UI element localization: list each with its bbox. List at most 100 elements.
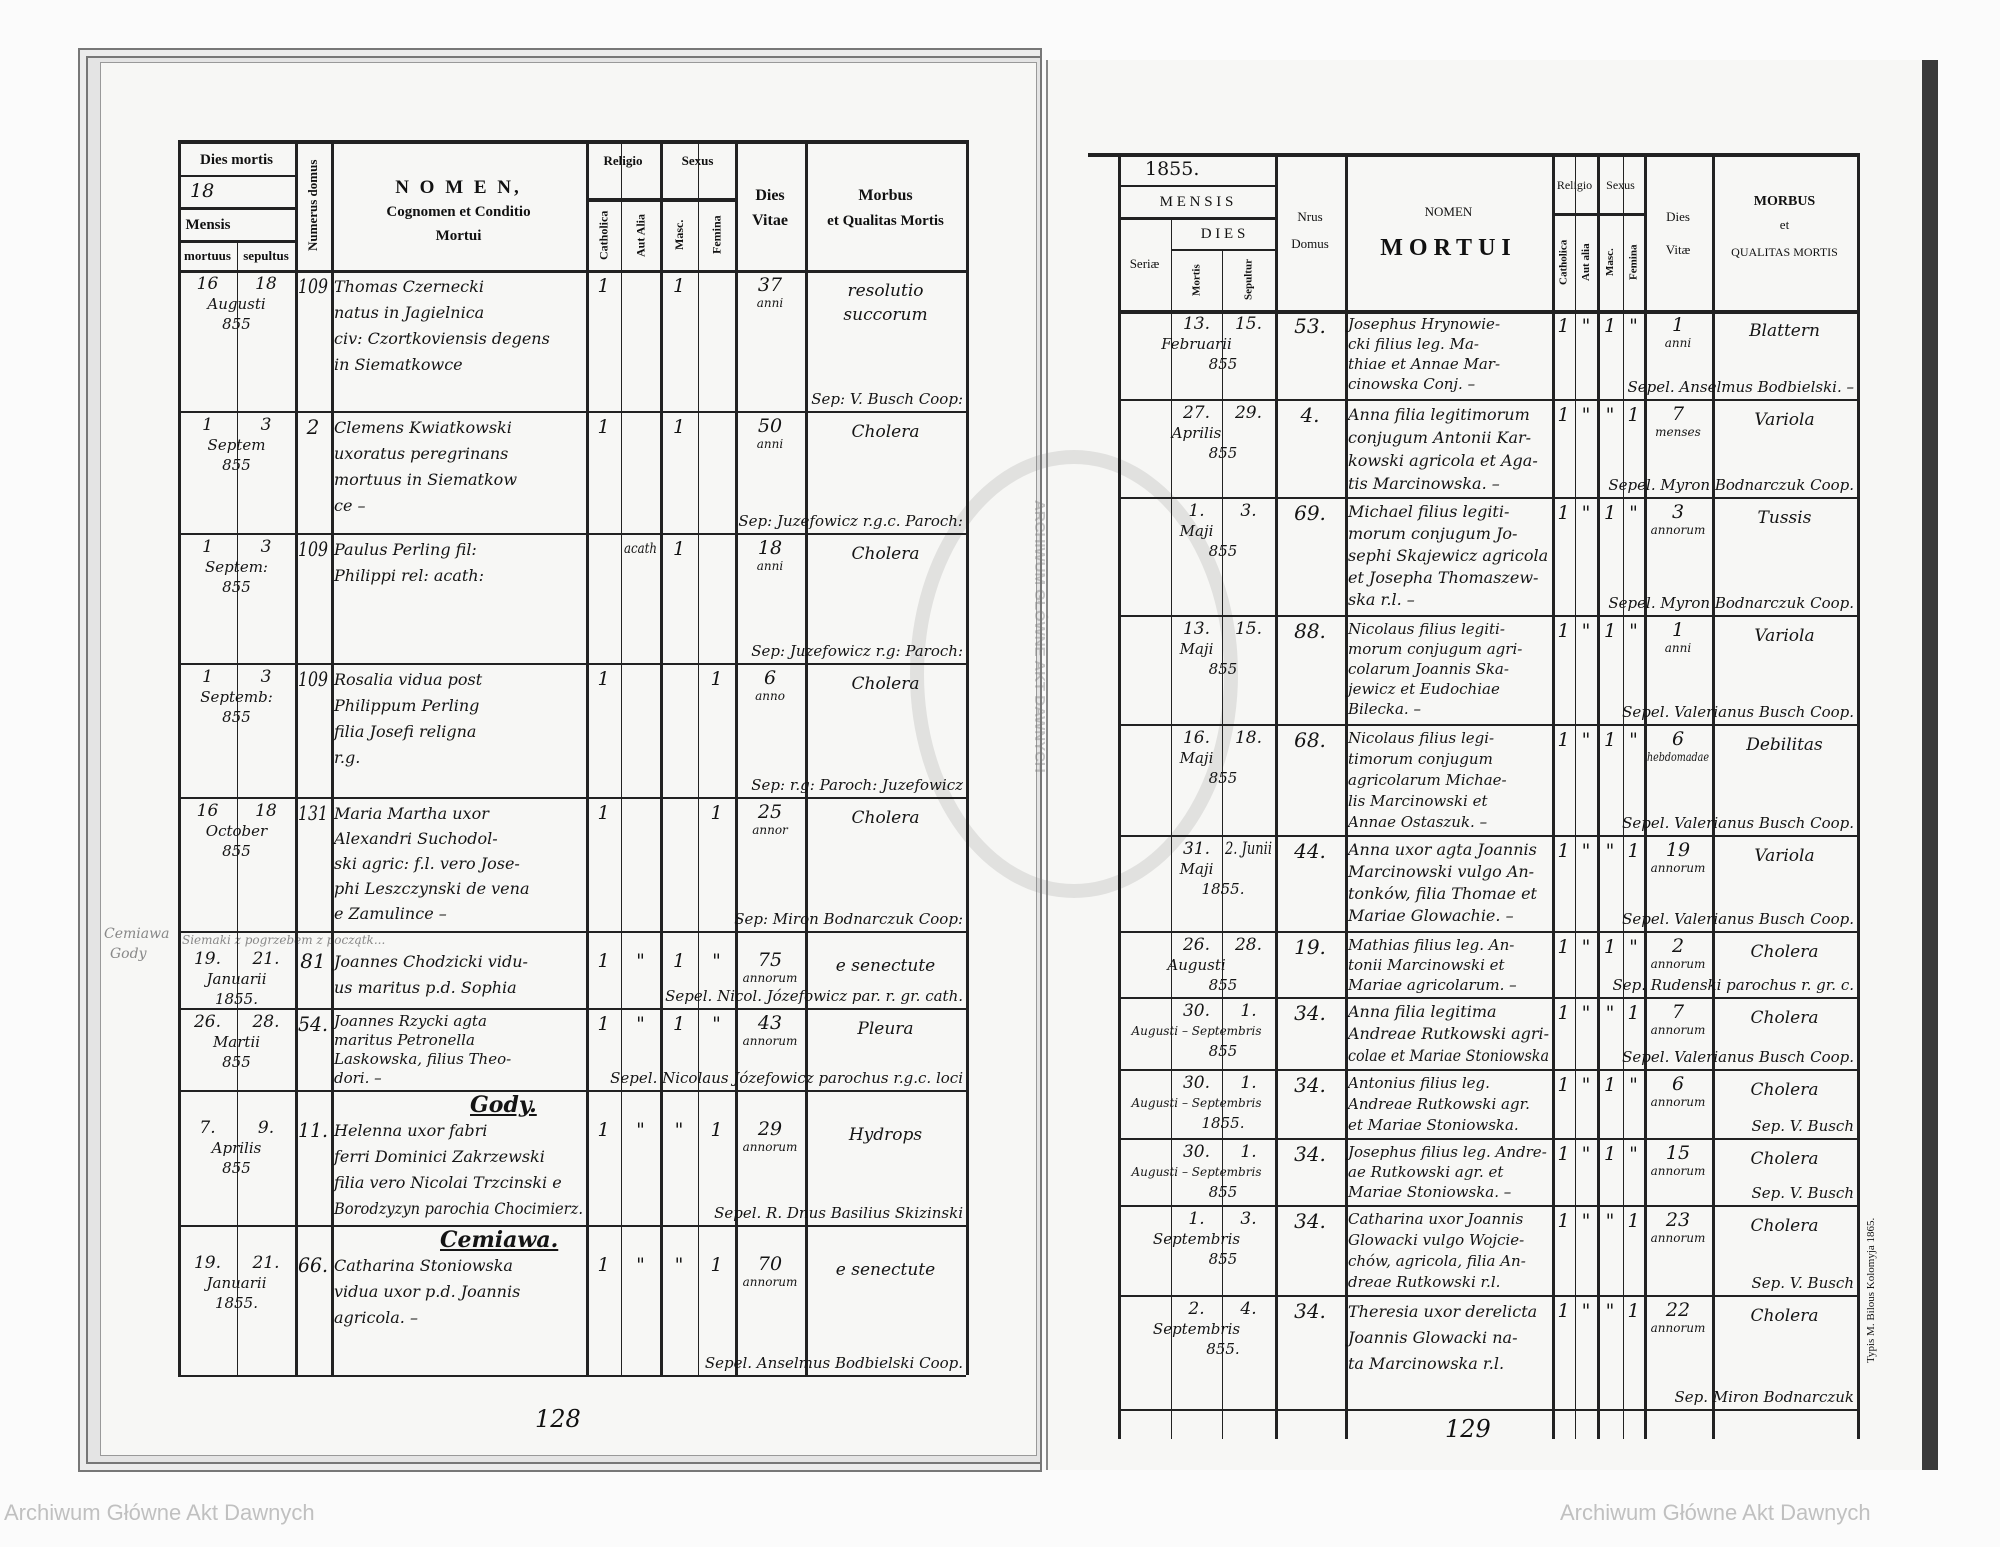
burial-note: Sep: Juzefowicz r.g: Paroch: bbox=[751, 642, 963, 660]
name-line: Paulus Perling fil: bbox=[334, 540, 477, 559]
header-dies-vitae-2: Vitæ bbox=[1665, 242, 1691, 257]
mark-femina: " bbox=[1629, 729, 1638, 751]
name-line: Anna filia legitimorum bbox=[1348, 405, 1530, 424]
name-line: colae et Mariae Stoniowska bbox=[1348, 1046, 1549, 1065]
name-line: Andreae Rutkowski agri- bbox=[1348, 1024, 1549, 1043]
column-rule bbox=[1712, 153, 1715, 1439]
mark-aut-alia: " bbox=[1581, 936, 1591, 958]
name-line: cki filius leg. Ma- bbox=[1348, 335, 1479, 353]
mark-masc: " bbox=[1605, 404, 1615, 426]
mark-aut-alia: " bbox=[1581, 1210, 1591, 1232]
name-line: Theresia uxor derelicta bbox=[1348, 1302, 1538, 1321]
age-unit: annorum bbox=[1650, 1231, 1706, 1245]
column-rule bbox=[698, 140, 699, 1375]
name-line: dreae Rutkowski r.l. bbox=[1348, 1273, 1501, 1291]
mark-aut-alia: " bbox=[1581, 1074, 1591, 1096]
date-died: 13. bbox=[1182, 619, 1211, 639]
row-rule bbox=[178, 931, 966, 933]
date-month: Januarii bbox=[206, 970, 267, 988]
date-buried: 29. bbox=[1234, 403, 1263, 423]
mark-catholica: 1 bbox=[1557, 729, 1570, 751]
house-number: 54. bbox=[298, 1012, 328, 1036]
column-rule bbox=[805, 140, 808, 1375]
header-dies-mortis: Dies mortis bbox=[200, 152, 273, 168]
date-died: 1. bbox=[1188, 1209, 1205, 1229]
row-rule bbox=[1118, 835, 1857, 837]
name-line: timorum conjugum bbox=[1348, 750, 1493, 768]
age-unit: annorum bbox=[1650, 523, 1706, 537]
mark-catholica: 1 bbox=[1557, 1300, 1570, 1322]
column-rule bbox=[1275, 153, 1278, 1439]
row-rule bbox=[178, 175, 295, 177]
watermark-text: Archiwum Główne Akt Dawnych bbox=[1560, 1500, 1871, 1525]
age-value: 1 bbox=[1671, 619, 1685, 641]
mark-catholica: 1 bbox=[597, 1254, 610, 1276]
header-nomen: N O M E N, bbox=[395, 177, 522, 198]
mark-catholica: 1 bbox=[1557, 1002, 1570, 1024]
date-died: 2. bbox=[1188, 1299, 1205, 1319]
name-line: Mathias filius leg. An- bbox=[1348, 936, 1515, 954]
date-year: 855 bbox=[1208, 355, 1238, 373]
date-month: October bbox=[205, 822, 268, 840]
mark-masc: 1 bbox=[1603, 620, 1617, 642]
mark-aut-alia: " bbox=[1581, 404, 1591, 426]
mark-aut-alia: " bbox=[636, 1119, 645, 1141]
disease: Pleura bbox=[857, 1019, 914, 1039]
date-month: Septem bbox=[207, 436, 266, 454]
column-rule bbox=[1552, 153, 1555, 1439]
house-number: 109 bbox=[298, 537, 328, 561]
mark-aut-alia: " bbox=[636, 1254, 645, 1276]
date-died: 26. bbox=[193, 1012, 222, 1032]
column-rule bbox=[1575, 153, 1576, 1439]
row-rule bbox=[178, 240, 295, 243]
name-line: Philippi rel: acath: bbox=[334, 566, 484, 585]
disease: Tussis bbox=[1757, 508, 1812, 528]
watermark-seal-text: ARCHIWUM GŁÓWNE AKT DAWNYCH bbox=[1031, 500, 1048, 773]
mark-masc: 1 bbox=[672, 1013, 686, 1035]
row-rule bbox=[1118, 931, 1857, 933]
page-number-right: 129 bbox=[1445, 1415, 1491, 1443]
date-month: Januarii bbox=[206, 1274, 267, 1292]
burial-note: Sep: V. Busch Coop: bbox=[811, 390, 963, 408]
mark-femina: " bbox=[1629, 936, 1638, 958]
name-line: Josephus filius leg. Andre- bbox=[1348, 1143, 1547, 1161]
date-year: 1855. bbox=[1201, 1114, 1245, 1132]
mark-masc: 1 bbox=[1603, 936, 1617, 958]
row-rule bbox=[178, 1375, 966, 1377]
right-page-edge bbox=[1922, 60, 1938, 1470]
date-buried: 21. bbox=[252, 949, 280, 969]
age-unit: anno bbox=[755, 689, 785, 703]
date-month: Maji bbox=[1179, 860, 1214, 878]
date-month: Maji bbox=[1179, 522, 1214, 540]
mark-catholica: 1 bbox=[597, 668, 610, 690]
age-value: 18 bbox=[757, 537, 783, 559]
date-died: 30. bbox=[1182, 1001, 1211, 1021]
printer-note: Typis M. Bilous Kolomyja 1865. bbox=[1865, 1217, 1877, 1363]
name-line: tis Marcinowska. – bbox=[1348, 474, 1500, 493]
house-number: 34. bbox=[1294, 1142, 1326, 1166]
date-buried: 3. bbox=[1240, 1209, 1257, 1229]
date-died: 30. bbox=[1182, 1073, 1211, 1093]
house-number: 34. bbox=[1294, 1209, 1326, 1233]
date-died: 16. bbox=[1182, 728, 1211, 748]
mark-aut-alia: " bbox=[1581, 620, 1591, 642]
mark-aut-alia: acath bbox=[624, 541, 657, 557]
row-rule bbox=[1118, 1138, 1857, 1140]
date-buried: 3 bbox=[260, 415, 272, 435]
date-buried: 4. bbox=[1240, 1299, 1257, 1319]
date-year: 855 bbox=[1208, 1250, 1238, 1268]
name-line: tonii Marcinowski et bbox=[1348, 956, 1505, 974]
date-year: 1855. bbox=[215, 990, 258, 1008]
mark-aut-alia: " bbox=[1581, 729, 1591, 751]
name-line: Mariae agricolarum. – bbox=[1348, 976, 1517, 994]
row-rule bbox=[1118, 997, 1857, 999]
name-line: filia vero Nicolai Trzcinski e bbox=[334, 1173, 562, 1192]
burial-note: Sepel. Anselmus Bodbielski. – bbox=[1627, 378, 1854, 396]
mark-masc: 1 bbox=[1603, 729, 1617, 751]
date-year: 855 bbox=[222, 842, 251, 860]
row-rule bbox=[178, 1008, 966, 1010]
age-unit: annorum bbox=[742, 971, 798, 985]
mark-catholica: 1 bbox=[1557, 502, 1570, 524]
row-rule bbox=[178, 207, 295, 210]
age-value: 1 bbox=[1671, 314, 1685, 336]
